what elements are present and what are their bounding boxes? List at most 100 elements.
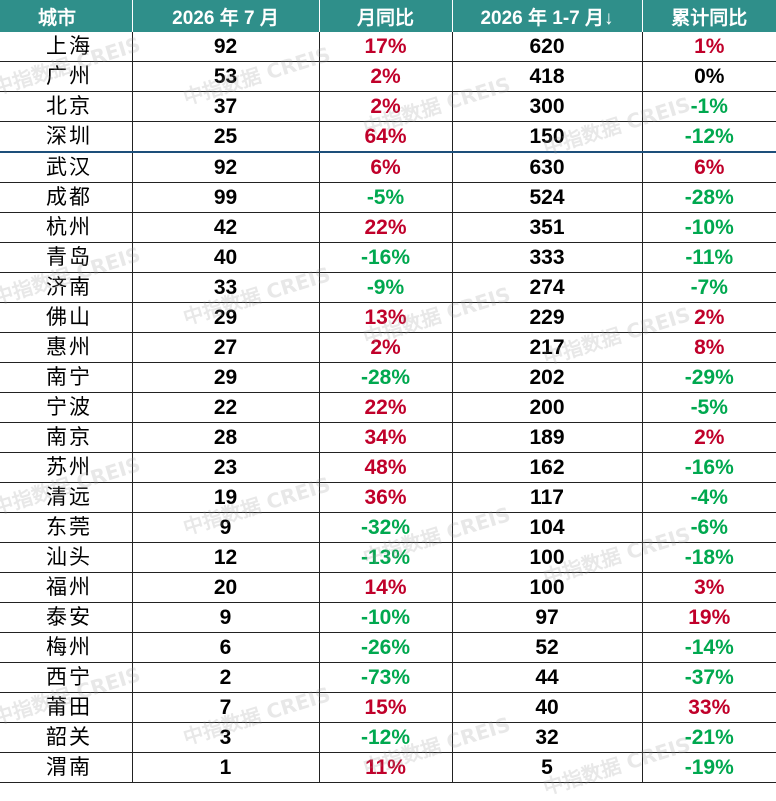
header-ytd[interactable]: 2026 年 1-7 月↓: [452, 0, 643, 32]
table-row: 韶关 3 -12% 32 -21%: [0, 722, 776, 753]
mom-change-cell: -16%: [319, 242, 453, 273]
month-value-cell: 20: [132, 572, 320, 603]
ytd-yoy-change-cell: -11%: [642, 242, 776, 273]
table-row: 成都 99 -5% 524 -28%: [0, 182, 776, 213]
ytd-value-cell: 200: [452, 392, 643, 423]
city-cell: 苏州: [0, 452, 133, 483]
city-cell: 北京: [0, 91, 133, 122]
header-ytd-label: 2026 年 1-7 月: [480, 7, 605, 29]
mom-change-cell: -12%: [319, 722, 453, 753]
table-row: 东莞 9 -32% 104 -6%: [0, 512, 776, 543]
mom-change-cell: -28%: [319, 362, 453, 393]
mom-change-cell: -13%: [319, 542, 453, 573]
city-cell: 宁波: [0, 392, 133, 423]
city-cell: 西宁: [0, 662, 133, 693]
mom-change-cell: 22%: [319, 212, 453, 243]
ytd-value-cell: 40: [452, 692, 643, 723]
ytd-yoy-change-cell: -14%: [642, 632, 776, 663]
city-cell: 东莞: [0, 512, 133, 543]
mom-change-cell: -73%: [319, 662, 453, 693]
header-ytd-yoy[interactable]: 累计同比: [642, 0, 776, 32]
header-city[interactable]: 城市: [0, 0, 133, 32]
month-value-cell: 92: [132, 152, 320, 183]
month-value-cell: 9: [132, 602, 320, 633]
table-row: 杭州 42 22% 351 -10%: [0, 212, 776, 243]
table-row: 泰安 9 -10% 97 19%: [0, 602, 776, 633]
table-row: 上海 92 17% 620 1%: [0, 32, 776, 62]
ytd-yoy-change-cell: 0%: [642, 61, 776, 92]
table-row: 南京 28 34% 189 2%: [0, 422, 776, 453]
table-row: 渭南 1 11% 5 -19%: [0, 752, 776, 783]
ytd-value-cell: 351: [452, 212, 643, 243]
city-cell: 济南: [0, 272, 133, 303]
city-cell: 韶关: [0, 722, 133, 753]
month-value-cell: 28: [132, 422, 320, 453]
ytd-yoy-change-cell: 19%: [642, 602, 776, 633]
ytd-yoy-change-cell: -28%: [642, 182, 776, 213]
month-value-cell: 27: [132, 332, 320, 363]
table-row: 武汉 92 6% 630 6%: [0, 152, 776, 183]
header-month[interactable]: 2026 年 7 月: [132, 0, 320, 32]
month-value-cell: 9: [132, 512, 320, 543]
city-cell: 武汉: [0, 152, 133, 183]
table-row: 广州 53 2% 418 0%: [0, 61, 776, 92]
mom-change-cell: -26%: [319, 632, 453, 663]
ytd-value-cell: 202: [452, 362, 643, 393]
table-row: 清远 19 36% 117 -4%: [0, 482, 776, 513]
ytd-yoy-change-cell: -5%: [642, 392, 776, 423]
month-value-cell: 92: [132, 32, 320, 62]
ytd-yoy-change-cell: 2%: [642, 422, 776, 453]
month-value-cell: 42: [132, 212, 320, 243]
city-cell: 杭州: [0, 212, 133, 243]
ytd-yoy-change-cell: -16%: [642, 452, 776, 483]
ytd-value-cell: 524: [452, 182, 643, 213]
city-cell: 莆田: [0, 692, 133, 723]
ytd-yoy-change-cell: 1%: [642, 32, 776, 62]
ytd-yoy-change-cell: 3%: [642, 572, 776, 603]
mom-change-cell: 48%: [319, 452, 453, 483]
ytd-value-cell: 100: [452, 572, 643, 603]
ytd-value-cell: 52: [452, 632, 643, 663]
mom-change-cell: 14%: [319, 572, 453, 603]
ytd-value-cell: 97: [452, 602, 643, 633]
city-cell: 成都: [0, 182, 133, 213]
sort-descending-icon[interactable]: ↓: [604, 7, 614, 29]
mom-change-cell: 17%: [319, 32, 453, 62]
city-cell: 青岛: [0, 242, 133, 273]
ytd-yoy-change-cell: -4%: [642, 482, 776, 513]
ytd-yoy-change-cell: -6%: [642, 512, 776, 543]
header-mom[interactable]: 月同比: [319, 0, 453, 32]
month-value-cell: 40: [132, 242, 320, 273]
month-value-cell: 99: [132, 182, 320, 213]
month-value-cell: 7: [132, 692, 320, 723]
month-value-cell: 29: [132, 362, 320, 393]
month-value-cell: 6: [132, 632, 320, 663]
ytd-value-cell: 150: [452, 121, 643, 153]
ytd-yoy-change-cell: -7%: [642, 272, 776, 303]
mom-change-cell: -5%: [319, 182, 453, 213]
table-row: 济南 33 -9% 274 -7%: [0, 272, 776, 303]
ytd-value-cell: 117: [452, 482, 643, 513]
ytd-yoy-change-cell: 2%: [642, 302, 776, 333]
table-row: 苏州 23 48% 162 -16%: [0, 452, 776, 483]
table-row: 福州 20 14% 100 3%: [0, 572, 776, 603]
city-cell: 深圳: [0, 121, 133, 153]
table-row: 宁波 22 22% 200 -5%: [0, 392, 776, 423]
city-cell: 汕头: [0, 542, 133, 573]
city-cell: 上海: [0, 32, 133, 62]
ytd-value-cell: 229: [452, 302, 643, 333]
table-row: 北京 37 2% 300 -1%: [0, 91, 776, 122]
month-value-cell: 33: [132, 272, 320, 303]
month-value-cell: 12: [132, 542, 320, 573]
month-value-cell: 22: [132, 392, 320, 423]
mom-change-cell: -10%: [319, 602, 453, 633]
ytd-yoy-change-cell: -18%: [642, 542, 776, 573]
table-row: 惠州 27 2% 217 8%: [0, 332, 776, 363]
header-row: 城市 2026 年 7 月 月同比 2026 年 1-7 月↓ 累计同比: [0, 0, 776, 32]
ytd-value-cell: 44: [452, 662, 643, 693]
month-value-cell: 23: [132, 452, 320, 483]
mom-change-cell: 6%: [319, 152, 453, 183]
city-cell: 福州: [0, 572, 133, 603]
ytd-value-cell: 162: [452, 452, 643, 483]
month-value-cell: 53: [132, 61, 320, 92]
